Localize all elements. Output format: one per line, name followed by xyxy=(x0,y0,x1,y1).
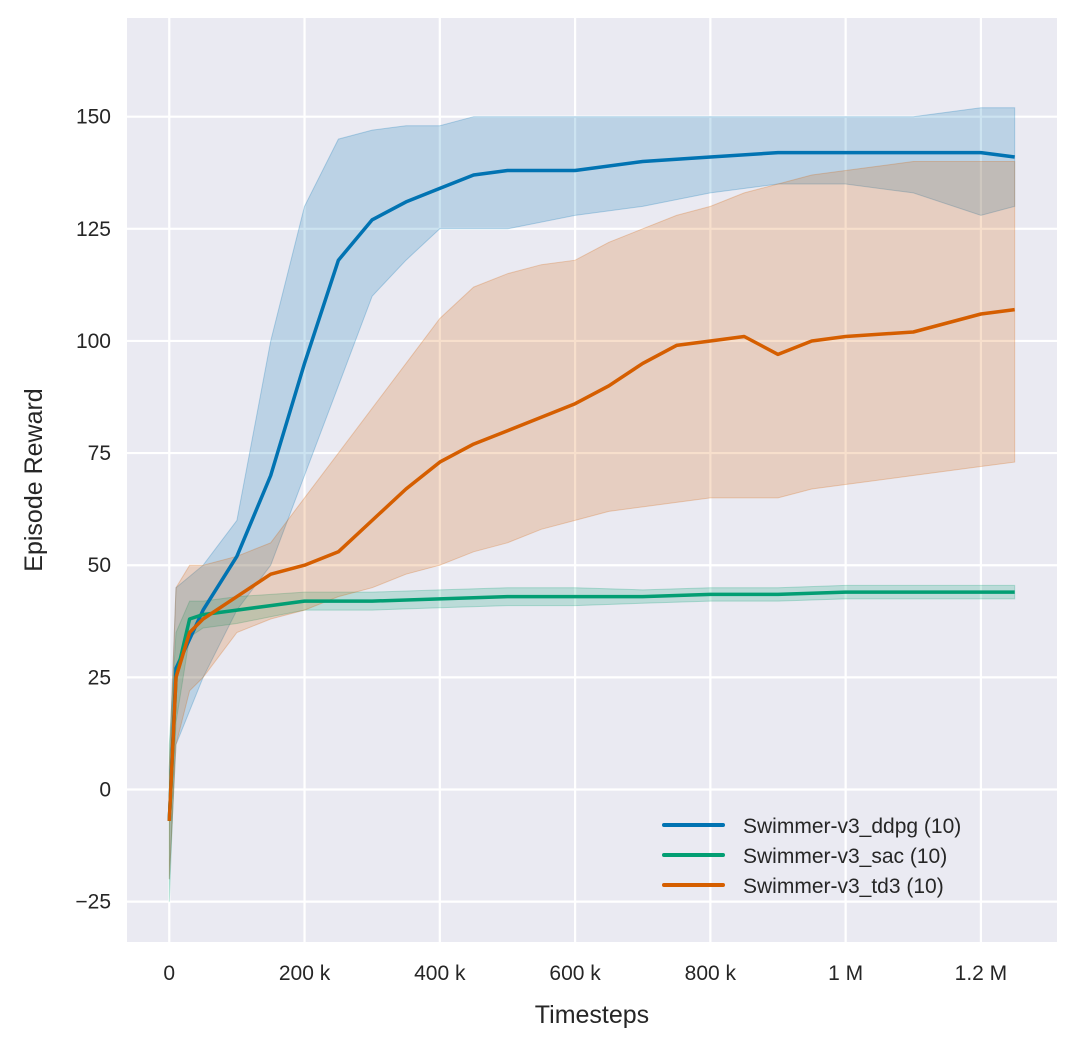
y-tick-label: 0 xyxy=(99,778,111,801)
grid xyxy=(127,18,1057,942)
x-tick-label: 1 M xyxy=(828,962,863,985)
plot-background xyxy=(127,18,1057,942)
x-tick-label: 200 k xyxy=(279,962,331,985)
y-axis-label: Episode Reward xyxy=(20,388,48,571)
confidence-band xyxy=(168,584,1016,902)
x-tick-label: 400 k xyxy=(414,962,466,985)
legend: Swimmer-v3_ddpg (10) Swimmer-v3_sac (10) S… xyxy=(662,815,961,898)
y-tick-label: 100 xyxy=(76,330,111,353)
x-tick-label: 800 k xyxy=(685,962,737,985)
x-axis-label: Timesteps xyxy=(535,1001,649,1029)
y-tick-label: 125 xyxy=(76,218,111,241)
legend-label: Swimmer-v3_ddpg (10) xyxy=(743,815,961,838)
y-tick-label: −25 xyxy=(75,891,111,914)
x-tick-label: 1.2 M xyxy=(955,962,1008,985)
confidence-band xyxy=(168,107,1016,880)
y-tick-labels: −25 0 25 50 75 100 125 150 xyxy=(75,106,111,914)
y-tick-label: 25 xyxy=(88,666,111,689)
legend-label: Swimmer-v3_td3 (10) xyxy=(743,875,944,898)
y-tick-label: 50 xyxy=(88,554,111,577)
x-tick-label: 600 k xyxy=(549,962,601,985)
x-tick-labels: 0 200 k 400 k 600 k 800 k 1 M 1.2 M xyxy=(163,962,1007,985)
series-lines xyxy=(167,150,1015,821)
legend-label: Swimmer-v3_sac (10) xyxy=(743,845,947,868)
y-tick-label: 150 xyxy=(76,106,111,129)
y-tick-label: 75 xyxy=(88,442,111,465)
confidence-bands xyxy=(168,107,1016,902)
series-line xyxy=(167,307,1015,821)
series-line xyxy=(167,590,1015,821)
confidence-band xyxy=(168,161,1016,880)
series-line xyxy=(167,150,1015,821)
x-tick-label: 0 xyxy=(163,962,175,985)
